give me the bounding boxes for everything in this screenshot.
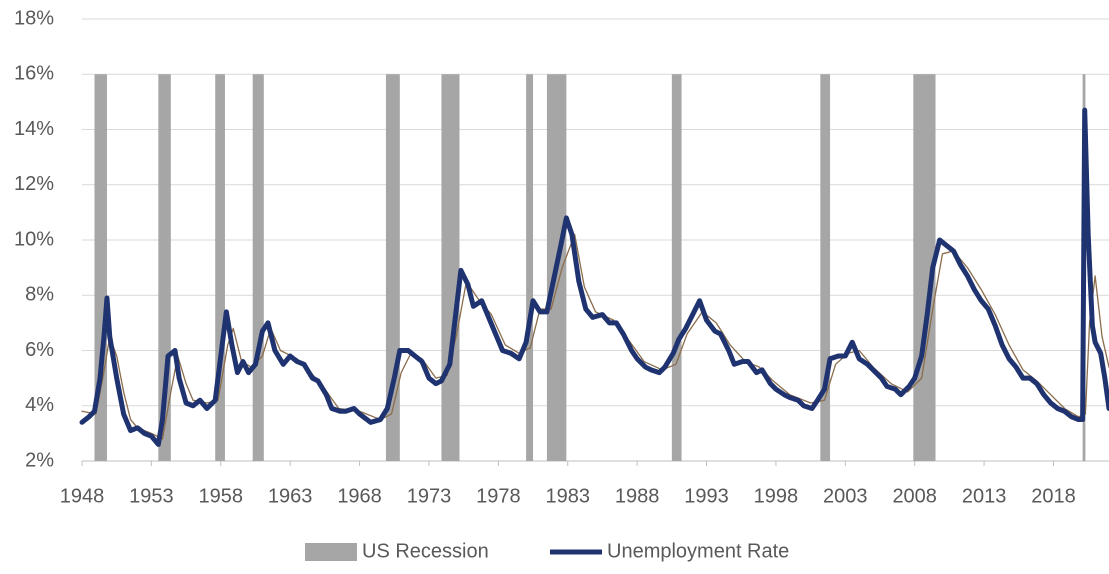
y-tick-label: 16%: [14, 63, 54, 85]
recession-band: [671, 74, 682, 461]
recession-band: [215, 74, 225, 461]
x-tick-label: 1953: [129, 485, 174, 507]
unemployment-line: [79, 107, 1109, 447]
x-tick-label: 2013: [962, 485, 1007, 507]
x-tick-label: 1983: [545, 485, 590, 507]
y-tick-label: 4%: [25, 394, 54, 416]
x-tick-label: 2018: [1031, 485, 1076, 507]
y-tick-label: 6%: [25, 339, 54, 361]
legend-swatch: [305, 543, 357, 561]
smoothed-line: [81, 233, 1109, 440]
recession-band: [252, 74, 264, 461]
recession-band: [94, 74, 107, 461]
recession-band: [820, 74, 831, 461]
y-tick-label: 18%: [14, 7, 54, 29]
y-tick-label: 14%: [14, 118, 54, 140]
legend-label: Unemployment Rate: [607, 540, 789, 562]
recession-band: [526, 74, 534, 461]
y-tick-label: 2%: [25, 449, 54, 471]
legend-label: US Recession: [362, 540, 489, 562]
y-tick-label: 10%: [14, 228, 54, 250]
x-tick-label: 1948: [60, 485, 105, 507]
x-tick-label: 1963: [268, 485, 313, 507]
y-tick-label: 12%: [14, 173, 54, 195]
x-tick-label: 1958: [199, 485, 244, 507]
x-tick-label: 1973: [407, 485, 452, 507]
x-tick-label: 1998: [754, 485, 799, 507]
x-tick-label: 2003: [823, 485, 868, 507]
y-tick-label: 8%: [25, 284, 54, 306]
x-tick-label: 1968: [337, 485, 382, 507]
x-tick-label: 1993: [684, 485, 729, 507]
recession-band: [441, 74, 460, 461]
x-tick-label: 2008: [892, 485, 937, 507]
x-tick-label: 1978: [476, 485, 521, 507]
x-tick-label: 1988: [615, 485, 660, 507]
